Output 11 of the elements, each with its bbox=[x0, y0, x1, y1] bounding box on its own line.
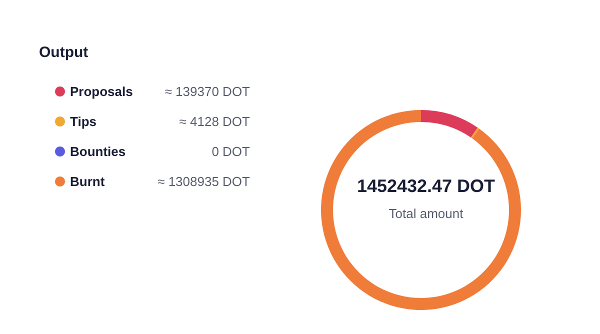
legend-label: Proposals bbox=[70, 84, 133, 99]
text: 1452432.47 DOT bbox=[356, 176, 496, 196]
data-label: ≈ 1308935 DOT bbox=[158, 174, 250, 189]
data-label: ≈ 139370 DOT bbox=[164, 84, 250, 99]
legend-label: Bounties bbox=[70, 144, 126, 159]
text: 0 DOT bbox=[212, 144, 250, 159]
legend-label: Burnt bbox=[70, 174, 106, 189]
legend-label: Tips bbox=[70, 114, 96, 129]
text: Total amount bbox=[388, 206, 464, 221]
data-label: ≈ 4128 DOT bbox=[179, 114, 250, 129]
chart-title: Output bbox=[39, 44, 88, 61]
